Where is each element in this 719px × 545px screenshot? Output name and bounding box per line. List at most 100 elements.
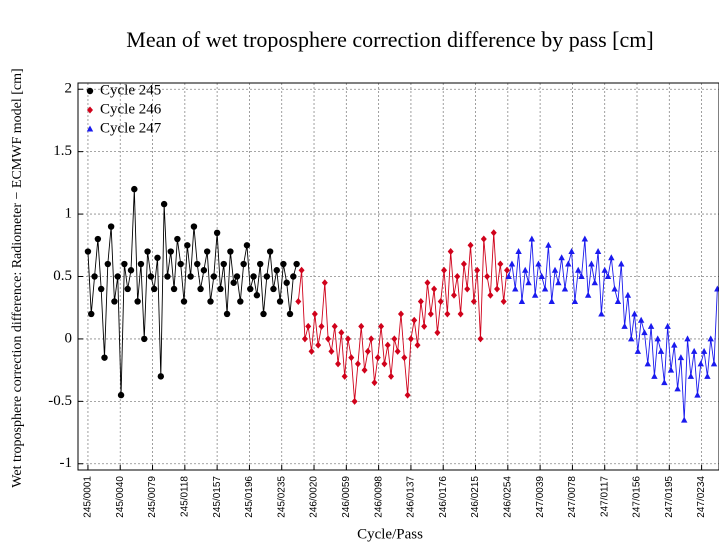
point <box>305 322 312 330</box>
point <box>273 267 280 274</box>
point <box>351 397 358 405</box>
point <box>690 347 698 354</box>
point <box>407 335 414 343</box>
point <box>401 354 408 362</box>
y-tick-label: 0.5 <box>53 268 72 284</box>
point <box>484 273 491 280</box>
y-tick-label: 2 <box>65 81 73 97</box>
point <box>657 347 665 354</box>
point <box>591 279 598 286</box>
point <box>84 248 92 255</box>
point <box>325 335 332 343</box>
x-axis-label: Cycle/Pass <box>357 526 423 542</box>
series-line <box>87 189 298 396</box>
point <box>276 298 284 305</box>
point <box>518 297 526 304</box>
point <box>431 285 438 293</box>
point <box>664 322 671 329</box>
point <box>614 297 622 304</box>
point <box>538 273 545 279</box>
point <box>253 292 261 299</box>
point <box>497 260 504 268</box>
point <box>361 366 368 374</box>
point <box>147 273 155 280</box>
point <box>681 416 688 423</box>
point <box>381 360 388 368</box>
point <box>335 360 342 368</box>
point <box>441 266 448 274</box>
point <box>500 297 507 305</box>
point <box>298 266 305 274</box>
point <box>704 372 711 379</box>
point <box>588 260 595 267</box>
point <box>344 335 351 343</box>
point <box>348 354 355 362</box>
point <box>490 229 497 237</box>
point <box>368 335 375 343</box>
point <box>487 291 494 299</box>
point <box>541 285 549 292</box>
point <box>434 329 441 337</box>
point <box>167 248 174 255</box>
point <box>321 279 328 287</box>
point <box>101 354 108 361</box>
point <box>197 285 204 293</box>
x-tick-label: 247/0078 <box>567 476 578 518</box>
point <box>184 242 191 249</box>
point <box>213 229 221 237</box>
point <box>454 273 461 280</box>
x-tick-label: 246/0215 <box>470 476 481 518</box>
point <box>565 260 572 267</box>
y-tick-label: -0.5 <box>48 393 72 409</box>
point <box>230 279 237 286</box>
point <box>575 266 582 273</box>
point <box>388 372 395 380</box>
point <box>457 310 464 318</box>
point <box>581 235 589 242</box>
point <box>127 267 135 274</box>
point <box>210 273 218 280</box>
point <box>150 285 158 293</box>
x-tick-label: 247/0195 <box>664 476 675 518</box>
point <box>263 273 271 280</box>
x-tick-label: 247/0234 <box>696 476 707 518</box>
point <box>223 310 231 318</box>
point <box>677 354 685 361</box>
point <box>594 248 602 255</box>
point <box>177 260 184 268</box>
point <box>651 372 658 379</box>
x-tick-label: 245/0157 <box>212 476 223 518</box>
point <box>121 260 128 268</box>
x-tick-label: 245/0079 <box>147 476 158 518</box>
point <box>286 310 294 318</box>
point <box>477 335 484 343</box>
point <box>647 322 655 329</box>
point <box>131 185 138 193</box>
y-tick-label: 1 <box>65 206 73 222</box>
point <box>97 285 105 293</box>
point <box>141 335 148 343</box>
point <box>421 322 428 330</box>
point <box>447 248 454 256</box>
point <box>94 235 102 243</box>
point <box>124 285 131 293</box>
point <box>107 223 115 230</box>
point <box>687 372 695 379</box>
point <box>328 347 335 355</box>
point <box>641 329 648 336</box>
point <box>424 279 431 287</box>
point <box>117 391 125 399</box>
point <box>555 279 562 286</box>
y-axis-label: Wet troposphere correction difference: R… <box>10 68 25 487</box>
point <box>266 248 274 255</box>
point <box>243 242 251 249</box>
point <box>467 241 474 249</box>
x-tick-label: 246/0098 <box>373 476 384 518</box>
point <box>584 291 592 298</box>
point <box>315 341 322 349</box>
point <box>134 298 141 305</box>
point <box>697 360 704 367</box>
point <box>601 266 608 273</box>
y-tick-label: -1 <box>60 455 73 471</box>
y-tick-label: 0 <box>65 330 73 346</box>
